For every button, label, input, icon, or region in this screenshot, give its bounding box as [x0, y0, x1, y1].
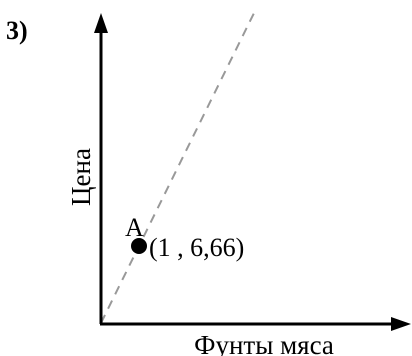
- y-axis-arrowhead: [94, 13, 108, 33]
- point-a-marker: [131, 238, 147, 254]
- dashed-line: [100, 8, 257, 324]
- x-axis-arrowhead: [391, 317, 411, 331]
- point-a-coordinates: (1 , 6,66): [149, 233, 244, 262]
- x-axis-label: Фунты мяса: [194, 330, 334, 356]
- y-axis-label: Цена: [66, 148, 96, 206]
- point-a-name: A: [125, 213, 144, 242]
- problem-number: 3): [6, 16, 28, 45]
